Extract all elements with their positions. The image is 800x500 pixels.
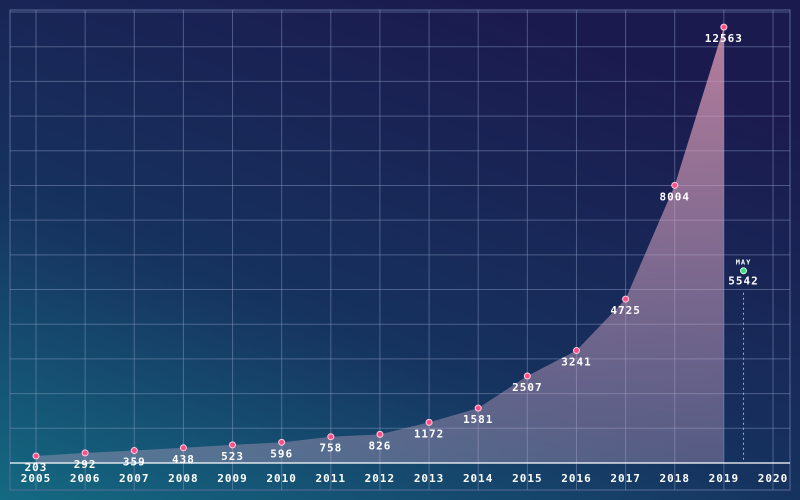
x-tick-label: 2011 bbox=[316, 472, 347, 485]
x-tick-label: 2006 bbox=[70, 472, 101, 485]
value-label: 523 bbox=[221, 450, 244, 463]
point bbox=[622, 295, 630, 303]
value-label: 203 bbox=[25, 461, 48, 474]
point bbox=[523, 372, 531, 380]
value-label: 596 bbox=[270, 447, 293, 460]
x-tick-label: 2016 bbox=[561, 472, 592, 485]
value-label: 359 bbox=[123, 456, 146, 469]
annotation-value: 5542 bbox=[728, 275, 759, 288]
frame bbox=[9, 9, 791, 491]
x-tick-label: 2017 bbox=[610, 472, 641, 485]
value-label: 1581 bbox=[463, 413, 494, 426]
x-tick-label: 2018 bbox=[659, 472, 690, 485]
x-tick-label: 2009 bbox=[217, 472, 248, 485]
point bbox=[572, 347, 580, 355]
point bbox=[130, 447, 138, 455]
value-label: 8004 bbox=[659, 190, 690, 203]
value-label: 12563 bbox=[705, 32, 743, 45]
area bbox=[36, 27, 724, 464]
point bbox=[229, 441, 237, 449]
point bbox=[425, 418, 433, 426]
value-label: 826 bbox=[368, 439, 391, 452]
point bbox=[376, 430, 384, 438]
x-tick-label: 2020 bbox=[758, 472, 789, 485]
x-tick-label: 2007 bbox=[119, 472, 150, 485]
annotation-label: MAY bbox=[736, 259, 752, 267]
value-label: 758 bbox=[319, 442, 342, 455]
x-tick-label: 2014 bbox=[463, 472, 494, 485]
point bbox=[671, 181, 679, 189]
value-label: 438 bbox=[172, 453, 195, 466]
value-label: 4725 bbox=[610, 304, 641, 317]
value-label: 292 bbox=[74, 458, 97, 471]
x-tick-label: 2005 bbox=[21, 472, 52, 485]
point bbox=[474, 404, 482, 412]
x-tick-label: 2012 bbox=[365, 472, 396, 485]
x-tick-label: 2015 bbox=[512, 472, 543, 485]
value-label: 2507 bbox=[512, 381, 543, 394]
x-tick-label: 2008 bbox=[168, 472, 199, 485]
point bbox=[327, 433, 335, 441]
point bbox=[720, 23, 728, 31]
x-tick-label: 2019 bbox=[709, 472, 740, 485]
point bbox=[179, 444, 187, 452]
point bbox=[32, 452, 40, 460]
x-tick-label: 2013 bbox=[414, 472, 445, 485]
x-tick-label: 2010 bbox=[266, 472, 297, 485]
annotation-point bbox=[740, 267, 748, 275]
point bbox=[81, 449, 89, 457]
value-label: 1172 bbox=[414, 427, 445, 440]
value-label: 3241 bbox=[561, 356, 592, 369]
point bbox=[278, 438, 286, 446]
